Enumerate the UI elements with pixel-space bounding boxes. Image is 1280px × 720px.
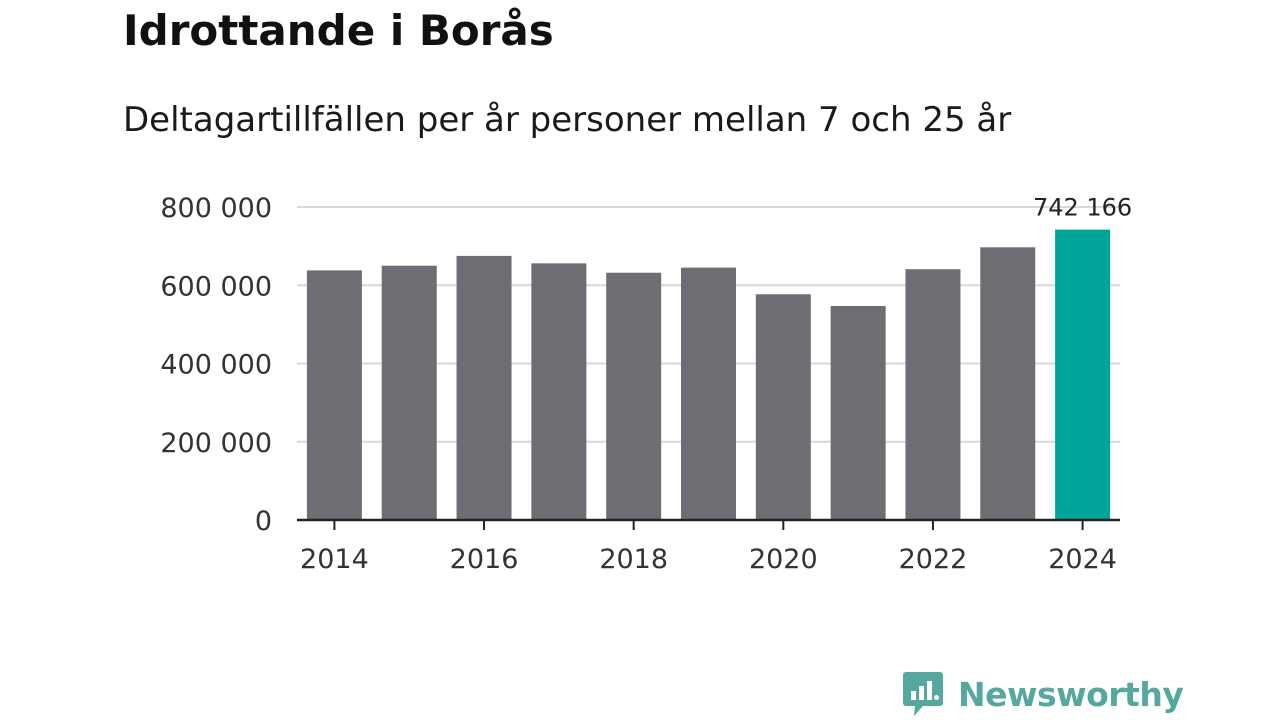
x-tick-label: 2014 — [300, 544, 369, 575]
newsworthy-logo-icon — [903, 672, 943, 716]
bar-2016 — [456, 255, 512, 520]
bar-2020 — [755, 294, 811, 520]
chart-subtitle: Deltagartillfällen per år personer mella… — [123, 100, 1012, 140]
bar-2017 — [531, 263, 587, 520]
brand-logo: Newsworthy — [902, 670, 1184, 718]
y-tick-label: 600 000 — [160, 271, 272, 302]
y-tick-label: 400 000 — [160, 350, 272, 381]
x-tick-label: 2018 — [599, 544, 668, 575]
y-tick-label: 200 000 — [160, 428, 272, 459]
x-tick-label: 2020 — [749, 544, 818, 575]
axes — [297, 518, 1120, 530]
bar-2014 — [306, 270, 362, 520]
bar-2021 — [830, 305, 886, 520]
x-tick-label: 2016 — [450, 544, 519, 575]
bars — [306, 229, 1111, 520]
y-tick-label: 0 — [255, 506, 272, 537]
labels: 0 200 000 400 000 600 000 800 000 2014 2016 201… — [160, 193, 1132, 575]
y-tick-label: 800 000 — [160, 193, 272, 224]
bar-2018 — [606, 272, 662, 520]
bar-2024 — [1055, 229, 1111, 520]
chart-title: Idrottande i Borås — [123, 6, 554, 55]
brand-name: Newsworthy — [958, 674, 1184, 714]
bar-2019 — [681, 267, 736, 520]
bar-2022 — [905, 269, 961, 520]
x-tick-label: 2024 — [1048, 544, 1117, 575]
x-tick-label: 2022 — [899, 544, 968, 575]
bar-2023 — [980, 247, 1036, 520]
bar-2015 — [381, 265, 437, 520]
data-label-2024: 742 166 — [1033, 194, 1132, 222]
